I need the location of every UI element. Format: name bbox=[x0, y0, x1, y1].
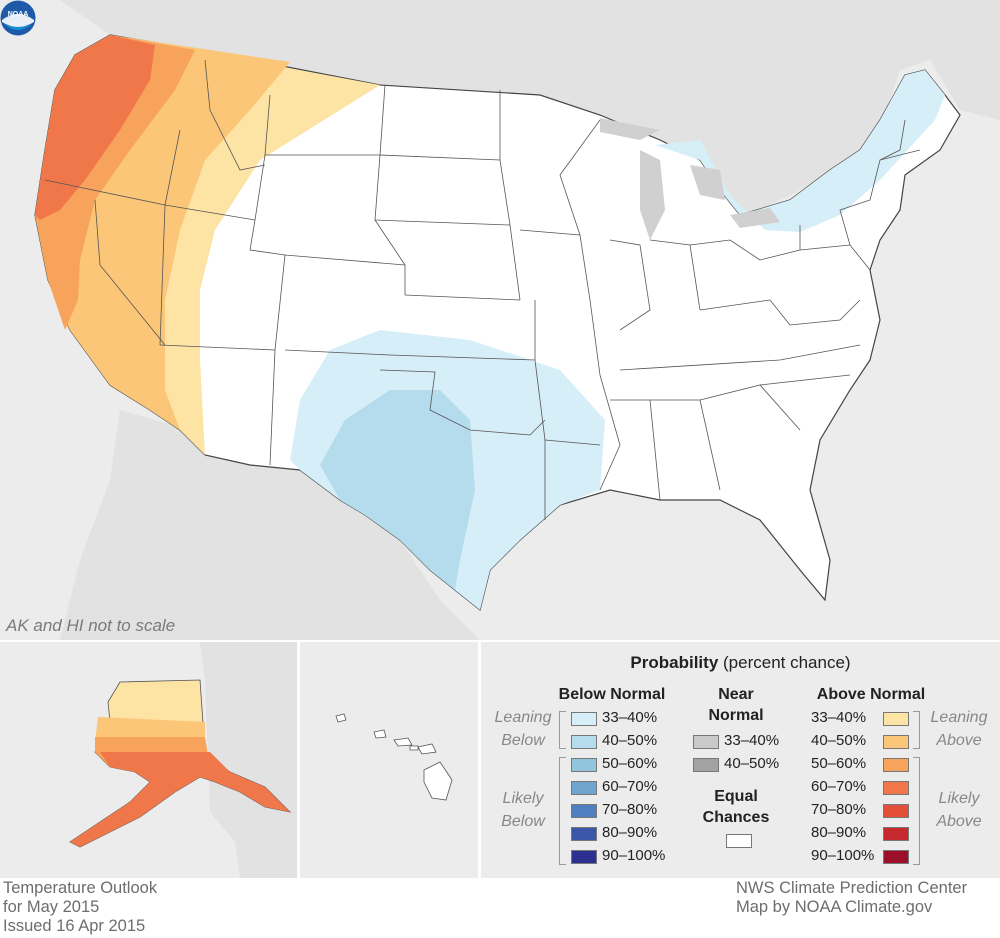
below-normal-label-1: 40–50% bbox=[602, 732, 658, 749]
likely-below-label-1: Likely bbox=[502, 790, 544, 807]
below-normal-swatch-2 bbox=[571, 758, 597, 772]
mexico-land bbox=[60, 410, 480, 640]
below-normal-swatch-0 bbox=[571, 712, 597, 726]
below-normal-swatch-4 bbox=[571, 804, 597, 818]
legend-title-bold: Probability bbox=[630, 653, 719, 672]
likely-above-bracket bbox=[913, 757, 920, 865]
alaska-above-60-70 bbox=[70, 752, 290, 847]
below-normal-label-4: 70–80% bbox=[602, 801, 658, 818]
above-normal-label-5: 80–90% bbox=[811, 824, 867, 841]
noaa-logo-icon: NOAA bbox=[0, 0, 36, 36]
equal-chances-swatch bbox=[726, 834, 752, 848]
below-normal-label-3: 60–70% bbox=[602, 778, 658, 795]
near-normal-header-line1: Near bbox=[718, 686, 754, 703]
hawaii-map-graphic bbox=[335, 713, 453, 801]
above-normal-swatch-3 bbox=[883, 781, 909, 795]
below-normal-label-2: 50–60% bbox=[602, 755, 658, 772]
credit-climate-gov: Map by NOAA Climate.gov bbox=[736, 898, 933, 916]
below-normal-swatch-1 bbox=[571, 735, 597, 749]
likely-below-label-2: Below bbox=[501, 813, 545, 830]
below-normal-swatch-3 bbox=[571, 781, 597, 795]
footer-left: Temperature Outlook for May 2015 Issued … bbox=[3, 879, 157, 936]
legend-title: Probability (percent chance) bbox=[481, 653, 1000, 673]
below-33-40-northeast bbox=[655, 70, 945, 232]
conus-map-graphic bbox=[34, 0, 1000, 640]
leaning-below-label-2: Below bbox=[501, 732, 545, 749]
below-normal-swatch-5 bbox=[571, 827, 597, 841]
canada-land bbox=[60, 0, 1000, 230]
map-period: for May 2015 bbox=[3, 898, 100, 916]
footer-right: NWS Climate Prediction Center Map by NOA… bbox=[736, 879, 967, 917]
hawaii-islands bbox=[335, 713, 453, 801]
equal-chances-label-1: Equal bbox=[714, 788, 758, 805]
above-normal-label-2: 50–60% bbox=[811, 755, 867, 772]
near-normal-header-line2: Normal bbox=[708, 707, 764, 724]
canada-land-ak bbox=[200, 642, 297, 878]
above-normal-label-1: 40–50% bbox=[811, 732, 867, 749]
scale-note: AK and HI not to scale bbox=[6, 616, 176, 635]
near-normal-label-1: 40–50% bbox=[724, 755, 780, 772]
leaning-above-label-2: Above bbox=[936, 732, 982, 749]
above-normal-swatch-1 bbox=[883, 735, 909, 749]
above-normal-swatch-0 bbox=[883, 712, 909, 726]
below-normal-label-6: 90–100% bbox=[602, 847, 666, 864]
state-boundaries bbox=[44, 59, 921, 520]
above-normal-label-6: 90–100% bbox=[811, 847, 875, 864]
above-normal-swatch-4 bbox=[883, 804, 909, 818]
above-normal-label-4: 70–80% bbox=[811, 801, 867, 818]
above-normal-swatch-5 bbox=[883, 827, 909, 841]
below-normal-header: Below Normal bbox=[558, 686, 666, 703]
above-normal-swatch-2 bbox=[883, 758, 909, 772]
leaning-above-label-1: Leaning bbox=[930, 709, 988, 726]
below-normal-label-0: 33–40% bbox=[602, 709, 658, 726]
hawaii-inset bbox=[300, 642, 478, 878]
alaska-map-graphic bbox=[69, 642, 297, 878]
leaning-below-label-1: Leaning bbox=[494, 709, 552, 726]
above-normal-header: Above Normal bbox=[816, 686, 926, 703]
above-60-70-region bbox=[35, 35, 155, 220]
above-normal-label-0: 33–40% bbox=[811, 709, 867, 726]
map-title: Temperature Outlook bbox=[3, 879, 158, 897]
alaska-inset bbox=[0, 642, 297, 878]
credit-cpc: NWS Climate Prediction Center bbox=[736, 879, 968, 897]
leaning-below-bracket bbox=[559, 711, 566, 749]
below-normal-swatch-6 bbox=[571, 850, 597, 864]
conus-map: AK and HI not to scale NOAA bbox=[0, 0, 1000, 640]
below-40-50-region bbox=[320, 390, 475, 590]
likely-above-label-1: Likely bbox=[938, 790, 980, 807]
noaa-logo-text: NOAA bbox=[8, 11, 29, 18]
legend-panel: Probability (percent chance) Below Norma… bbox=[481, 642, 1000, 878]
likely-above-label-2: Above bbox=[936, 813, 982, 830]
likely-below-bracket bbox=[559, 757, 566, 865]
above-normal-label-3: 60–70% bbox=[811, 778, 867, 795]
equal-chances-label-2: Chances bbox=[702, 809, 770, 826]
below-normal-label-5: 80–90% bbox=[602, 824, 658, 841]
great-lakes bbox=[600, 118, 780, 240]
legend-title-rest: (percent chance) bbox=[718, 653, 851, 672]
near-normal-label-0: 33–40% bbox=[724, 732, 780, 749]
near-normal-swatch-1 bbox=[693, 758, 719, 772]
leaning-above-bracket bbox=[913, 711, 920, 749]
map-issued: Issued 16 Apr 2015 bbox=[3, 917, 146, 935]
above-normal-swatch-6 bbox=[883, 850, 909, 864]
near-normal-swatch-0 bbox=[693, 735, 719, 749]
